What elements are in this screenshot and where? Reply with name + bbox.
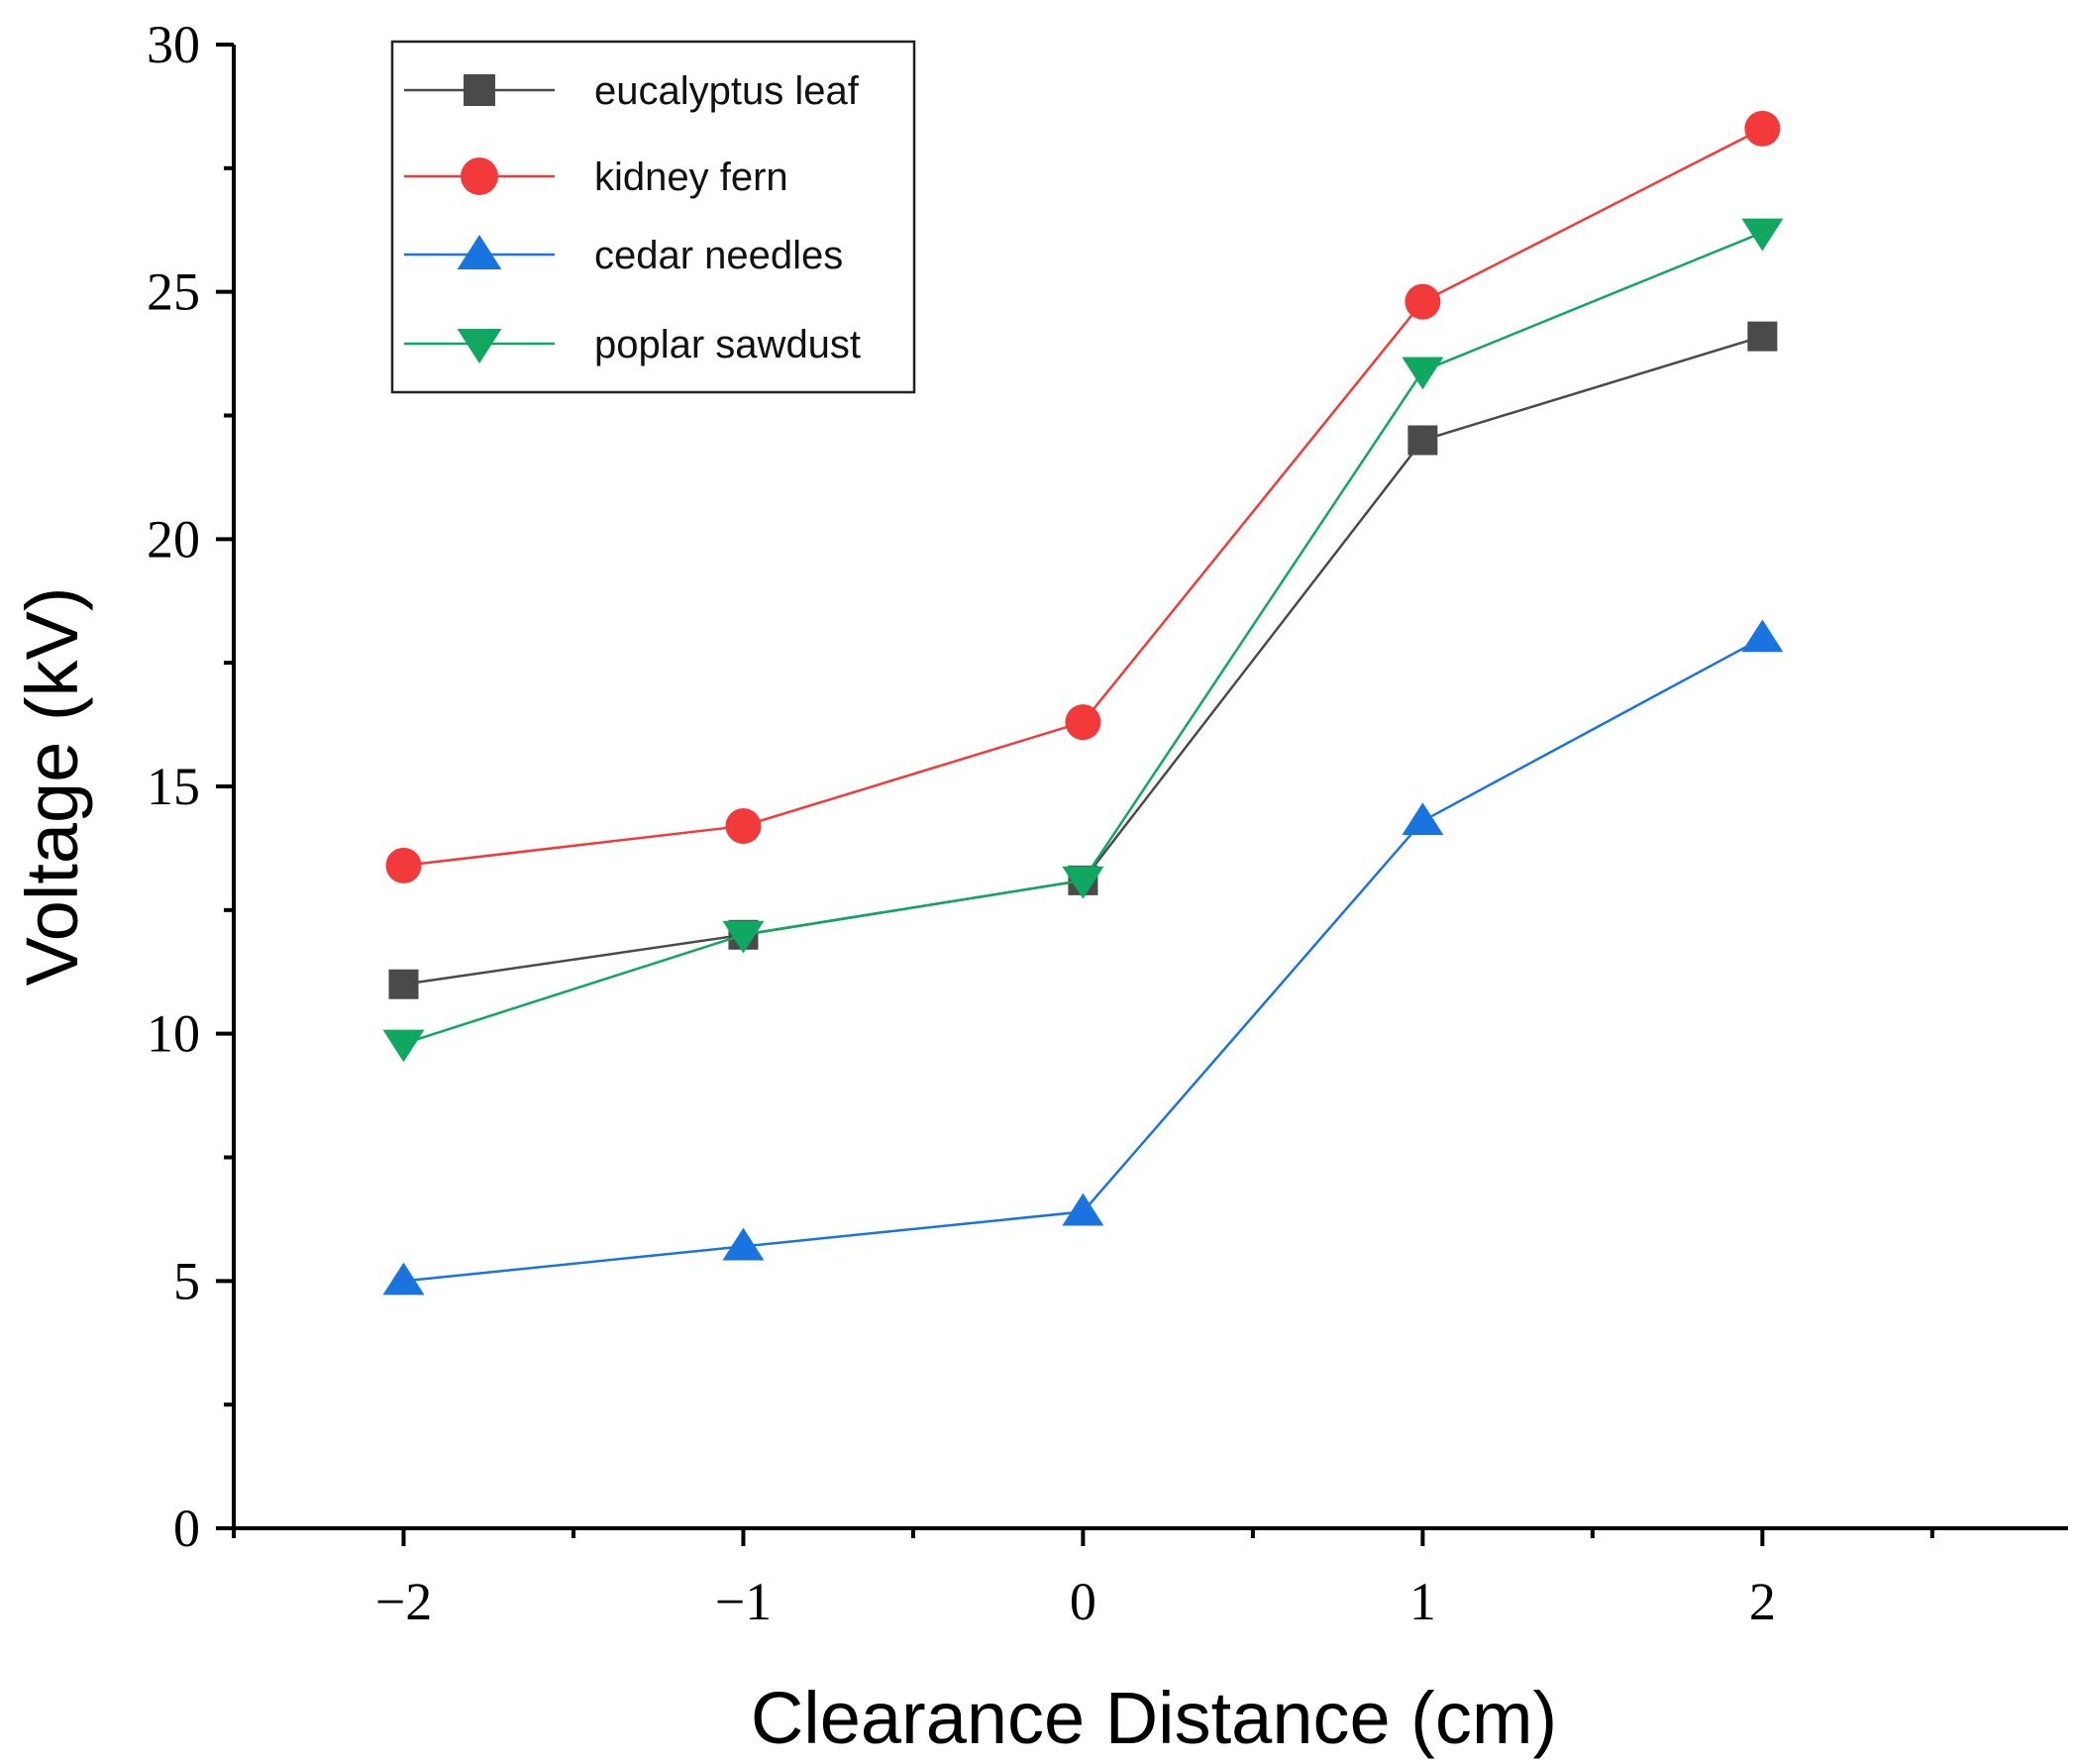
data-point	[1065, 704, 1101, 741]
data-point	[1747, 321, 1778, 352]
legend-marker	[461, 157, 498, 195]
data-point	[1407, 425, 1438, 456]
x-tick-label: −1	[715, 1572, 772, 1631]
y-axis-title: Voltage (kV)	[11, 586, 93, 986]
y-tick-label: 0	[173, 1499, 200, 1558]
x-axis-title: Clearance Distance (cm)	[751, 1677, 1557, 1759]
x-ticks: −2 −1 0 1 2	[232, 1528, 1934, 1631]
legend-marker	[457, 329, 502, 363]
data-point	[382, 1029, 425, 1063]
data-point	[385, 847, 422, 883]
legend-marker	[464, 74, 495, 106]
x-tick-label: 0	[1070, 1572, 1096, 1631]
data-point	[722, 1227, 765, 1261]
y-tick-label: 5	[173, 1251, 200, 1310]
legend-marker	[457, 235, 502, 269]
x-tick-label: −2	[375, 1572, 432, 1631]
data-point	[1062, 866, 1104, 899]
legend: eucalyptus leaf kidney fern cedar needles p…	[390, 40, 916, 394]
data-point	[1062, 1193, 1104, 1226]
series-poplar-sawdust	[382, 218, 1784, 1063]
x-tick-label: 2	[1749, 1572, 1776, 1631]
data-point	[1744, 110, 1781, 147]
data-point	[1741, 218, 1784, 252]
data-point	[388, 969, 419, 999]
x-tick-label: 1	[1409, 1572, 1436, 1631]
data-point	[722, 920, 765, 954]
legend-label: cedar needles	[594, 234, 843, 277]
data-point	[1405, 283, 1441, 320]
y-tick-label: 30	[147, 15, 200, 74]
y-tick-label: 25	[147, 262, 200, 322]
y-ticks: 0 5 10 15 20 25 30	[147, 15, 234, 1558]
y-tick-label: 10	[147, 1004, 200, 1064]
series-kidney-fern	[385, 110, 1781, 883]
data-point	[725, 807, 762, 844]
data-point	[1741, 619, 1784, 653]
series-cedar-needles	[382, 619, 1784, 1296]
series-layer	[382, 110, 1784, 1296]
data-point	[1402, 357, 1444, 390]
legend-label: kidney fern	[594, 156, 788, 199]
y-tick-label: 20	[147, 509, 200, 569]
data-point	[382, 1262, 425, 1296]
legend-label: poplar sawdust	[594, 323, 861, 366]
legend-label: eucalyptus leaf	[594, 69, 860, 113]
y-tick-label: 15	[147, 757, 200, 816]
data-point	[1402, 802, 1444, 836]
